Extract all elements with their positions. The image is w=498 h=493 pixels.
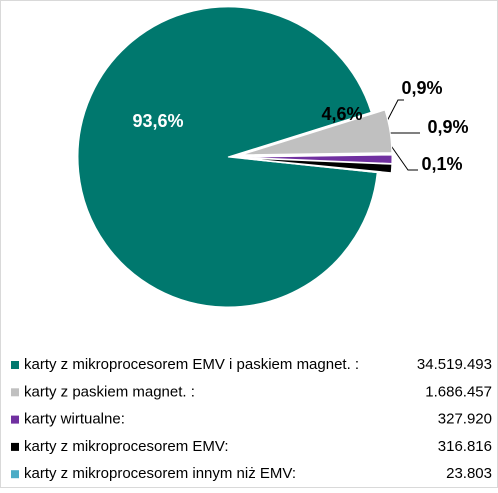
- legend-count: 1.686.457: [425, 383, 492, 400]
- slice-label: 0,9%: [427, 117, 468, 137]
- legend-count: 34.519.493: [417, 356, 492, 373]
- legend-count: 316.816: [438, 438, 492, 455]
- legend-label: karty z mikroprocesorem EMV:: [24, 438, 229, 455]
- legend-marker: [11, 361, 19, 369]
- leader-lines: [384, 99, 420, 171]
- pie-slice: [77, 6, 378, 308]
- legend-marker: [11, 470, 19, 479]
- slice-label: 0,1%: [421, 154, 462, 174]
- legend-count: 23.803: [446, 465, 492, 482]
- legend-label: karty z mikroprocesorem innym niż EMV:: [24, 465, 296, 482]
- legend-label: karty wirtualne:: [24, 411, 125, 428]
- legend-label: karty z paskiem magnet. :: [24, 383, 195, 400]
- legend-count: 327.920: [438, 411, 492, 428]
- legend-label: karty z mikroprocesorem EMV i paskiem ma…: [24, 356, 359, 373]
- pie-slice: [241, 157, 392, 175]
- legend-marker: [11, 388, 19, 397]
- slice-label: 93,6%: [132, 111, 183, 131]
- pie-slice: [241, 154, 393, 165]
- pie-slice: [241, 109, 393, 156]
- leader-line: [384, 99, 404, 126]
- slice-label: 4,6%: [321, 104, 362, 124]
- leader-line: [386, 139, 418, 171]
- legend-marker: [11, 415, 19, 424]
- slice-label: 0,9%: [401, 78, 442, 98]
- legend-marker: [11, 442, 19, 451]
